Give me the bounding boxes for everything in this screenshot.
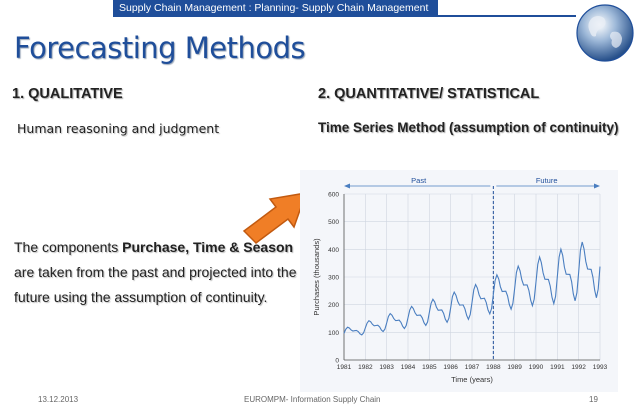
chart-axes <box>343 183 600 361</box>
qualitative-subheading: Human reasoning and judgment <box>17 121 220 136</box>
desc-text-2: are taken from the past and projected in… <box>14 264 297 305</box>
x-axis-label: Time (years) <box>451 375 493 384</box>
header-banner: Supply Chain Management : Planning- Supp… <box>113 0 438 17</box>
x-tick-label: 1985 <box>422 364 437 371</box>
footer-date: 13.12.2013 <box>38 395 79 404</box>
x-tick-label: 1984 <box>401 364 416 371</box>
future-arrowhead <box>594 183 600 189</box>
past-arrowhead <box>344 183 350 189</box>
y-tick-label: 0 <box>335 358 339 365</box>
page-title: Forecasting Methods <box>14 31 306 65</box>
chart-background <box>300 170 618 392</box>
x-tick-label: 1986 <box>443 364 458 371</box>
future-label: Future <box>536 176 558 185</box>
qualitative-description: The components Purchase, Time & Season a… <box>14 235 304 310</box>
x-tick-label: 1988 <box>486 364 501 371</box>
x-tick-label: 1990 <box>529 364 544 371</box>
y-tick-label: 400 <box>328 247 339 254</box>
x-tick-label: 1993 <box>593 364 608 371</box>
chart-labels: 0 100 200 300 400 500 600 1981 1982 1983 1984 1985 1… <box>312 176 608 384</box>
banner-text: Supply Chain Management : Planning- Supp… <box>119 2 429 14</box>
chart-series <box>343 241 601 336</box>
quantitative-subheading: Time Series Method (assumption of contin… <box>318 120 619 135</box>
x-tick-label: 1987 <box>465 364 480 371</box>
time-series-chart: 0 100 200 300 400 500 600 1981 1982 1983 1984 1985 1… <box>300 170 618 392</box>
globe-icon <box>576 4 634 62</box>
y-tick-label: 100 <box>328 330 339 337</box>
footer-center: EUROMPM- Information Supply Chain <box>244 395 381 404</box>
desc-text-1: The components <box>14 239 123 255</box>
x-tick-label: 1983 <box>379 364 394 371</box>
x-tick-label: 1989 <box>507 364 522 371</box>
header-rule <box>438 15 576 17</box>
y-tick-label: 300 <box>328 275 339 282</box>
qualitative-heading: 1. QUALITATIVE <box>12 86 123 102</box>
footer-page-number: 19 <box>589 395 598 404</box>
x-tick-label: 1991 <box>550 364 565 371</box>
x-tick-label: 1992 <box>571 364 586 371</box>
y-tick-label: 600 <box>328 192 339 199</box>
y-tick-label: 200 <box>328 302 339 309</box>
x-tick-label: 1982 <box>358 364 373 371</box>
past-label: Past <box>411 176 427 185</box>
x-tick-label: 1981 <box>337 364 352 371</box>
desc-components: Purchase, Time & Season <box>122 239 294 255</box>
y-tick-label: 500 <box>328 219 339 226</box>
y-axis-label: Purchases (thousands) <box>312 238 321 316</box>
purchases-series-line <box>343 241 601 336</box>
quantitative-heading: 2. QUANTITATIVE/ STATISTICAL <box>318 86 540 102</box>
